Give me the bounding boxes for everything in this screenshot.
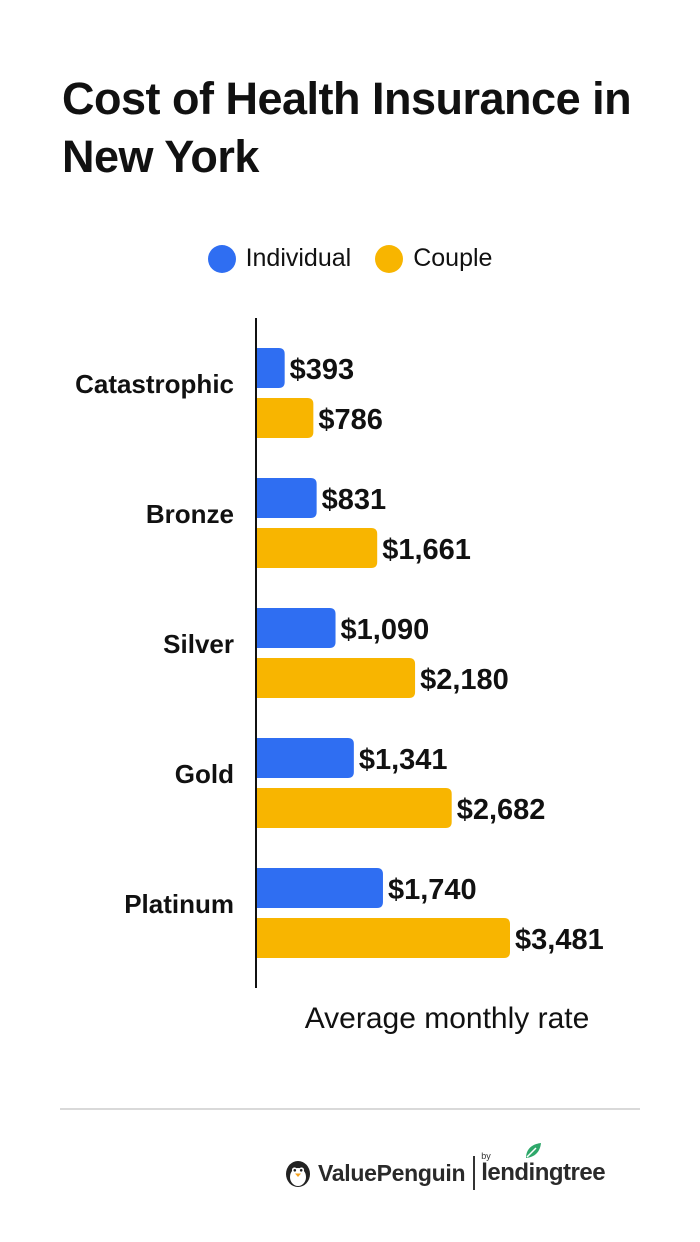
data-label-individual-bronze: $831 bbox=[322, 484, 387, 516]
data-label-individual-silver: $1,090 bbox=[341, 614, 430, 646]
leaf-icon bbox=[526, 1143, 542, 1158]
bar-couple-catastrophic bbox=[256, 398, 314, 438]
data-label-couple-gold: $2,682 bbox=[457, 794, 546, 826]
by-label: by bbox=[481, 1151, 491, 1161]
bar-individual-platinum bbox=[256, 868, 383, 908]
category-label-catastrophic: Catastrophic bbox=[75, 369, 234, 399]
category-label-silver: Silver bbox=[163, 629, 234, 659]
legend-label-individual: Individual bbox=[245, 244, 352, 272]
valuepenguin-logo-text: ValuePenguin bbox=[318, 1159, 466, 1186]
data-label-couple-silver: $2,180 bbox=[420, 664, 509, 696]
data-label-couple-bronze: $1,661 bbox=[382, 534, 471, 566]
bar-couple-platinum bbox=[256, 918, 510, 958]
data-label-individual-gold: $1,341 bbox=[359, 744, 448, 776]
legend-item-individual: Individual bbox=[207, 244, 352, 273]
legend-label-couple: Couple bbox=[413, 244, 493, 272]
bar-couple-bronze bbox=[256, 528, 378, 568]
footer-logo: ValuePenguin by lendingtree bbox=[284, 1143, 606, 1198]
penguin-icon bbox=[286, 1161, 310, 1187]
legend-swatch-individual bbox=[207, 244, 236, 273]
bar-couple-silver bbox=[256, 658, 416, 698]
x-axis-label: Average monthly rate bbox=[305, 1002, 590, 1035]
data-label-couple-catastrophic: $786 bbox=[318, 404, 383, 436]
bar-individual-silver bbox=[256, 608, 336, 648]
category-label-platinum: Platinum bbox=[124, 889, 234, 919]
footer-divider bbox=[60, 1108, 640, 1110]
lendingtree-logo-text: lendingtree bbox=[481, 1159, 606, 1186]
logo-separator bbox=[473, 1156, 476, 1190]
category-label-bronze: Bronze bbox=[146, 499, 234, 529]
bar-individual-bronze bbox=[256, 478, 317, 518]
bar-individual-catastrophic bbox=[256, 348, 285, 388]
data-label-couple-platinum: $3,481 bbox=[515, 924, 604, 956]
legend-swatch-couple bbox=[375, 244, 404, 273]
legend-item-couple: Couple bbox=[375, 244, 492, 273]
data-label-individual-platinum: $1,740 bbox=[388, 874, 477, 906]
bar-couple-gold bbox=[256, 788, 452, 828]
lendingtree-logo: by lendingtree bbox=[481, 1143, 606, 1187]
chart-title: Cost of Health Insurance in New York bbox=[62, 73, 632, 182]
bar-individual-gold bbox=[256, 738, 354, 778]
category-label-gold: Gold bbox=[175, 759, 234, 789]
bar-chart: Catastrophic $393 $786 Bronze $831 $1,661 Silv… bbox=[75, 318, 604, 1035]
data-label-individual-catastrophic: $393 bbox=[290, 354, 355, 386]
legend: Individual Couple bbox=[0, 244, 700, 273]
